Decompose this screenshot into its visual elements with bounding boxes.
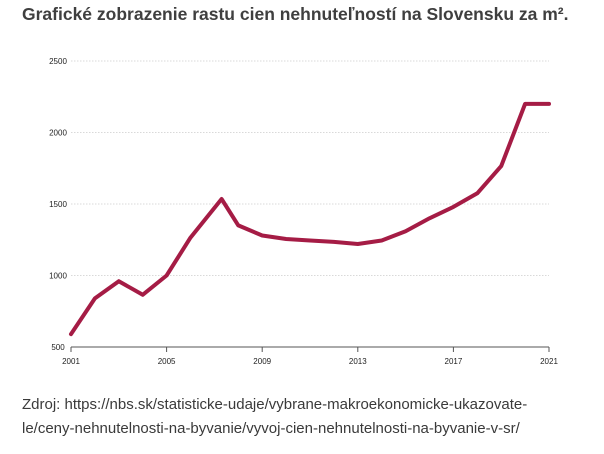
source-note: Zdroj: https://nbs.sk/statisticke-udaje/… [22,393,587,441]
price-line-chart: 500 1000 1500 2000 2500 2001 2005 2009 2013 2017… [49,57,558,366]
x-tick-label-2021: 2021 [540,357,558,366]
x-tick-label-2017: 2017 [445,357,463,366]
source-line-1: Zdroj: https://nbs.sk/statisticke-udaje/… [22,396,528,413]
y-tick-label-2000: 2000 [49,129,67,138]
chart-axes [70,346,550,352]
y-axis-tick-labels: 500 1000 1500 2000 2500 [49,57,67,352]
series-line-0 [69,101,551,337]
y-tick-label-1500: 1500 [49,200,67,209]
y-tick-label-2500: 2500 [49,57,67,66]
x-tick-label-2001: 2001 [62,357,80,366]
chart-grid [71,60,549,276]
y-tick-label-1000: 1000 [49,272,67,281]
page-title: Grafické zobrazenie rastu cien nehnuteľn… [22,4,569,24]
source-line-2: le/ceny-nehnutelnosti-na-byvanie/vyvoj-c… [22,420,520,437]
y-tick-label-500: 500 [51,343,65,352]
x-tick-label-2013: 2013 [349,357,367,366]
x-tick-label-2005: 2005 [158,357,176,366]
x-tick-label-2009: 2009 [253,357,271,366]
x-axis-tick-labels: 2001 2005 2009 2013 2017 2021 [62,357,558,366]
chart-series [69,101,551,337]
